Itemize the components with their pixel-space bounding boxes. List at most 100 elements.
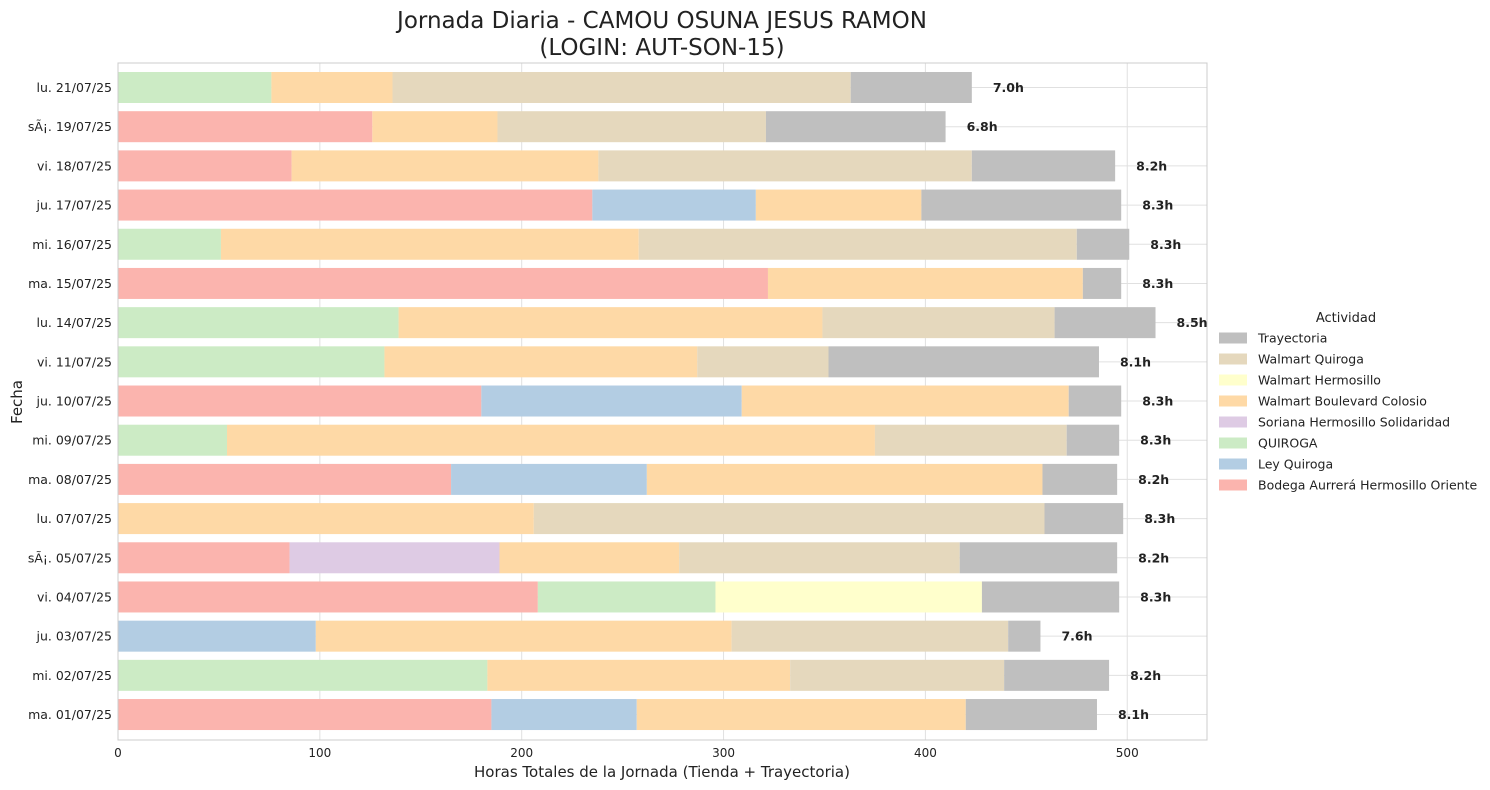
bar-segment [118,267,768,299]
x-tick-label: 500 [1116,746,1139,760]
y-tick-label: vi. 18/07/25 [37,158,112,173]
bar-segment [965,699,1097,731]
bar-segment [1066,424,1120,456]
bar-segment [1004,659,1110,691]
y-tick-label: lu. 21/07/25 [37,80,112,95]
plot-frame [117,62,1208,741]
legend-swatch [1219,374,1247,386]
y-tick-label: sÃ¡. 19/07/25 [28,119,112,134]
legend-swatch [1219,458,1247,470]
total-label: 8.2h [1136,158,1167,173]
y-axis-label: Fecha [8,380,26,424]
bar-segment [1054,307,1156,339]
bar-segment [226,424,875,456]
bars-group [118,72,1156,731]
y-tick-labels: lu. 21/07/25 sÃ¡. 19/07/25 vi. 18/07/25 ju.… [28,80,112,722]
x-tick-labels: 0 100 200 300 400 500 [114,746,1139,760]
bar-segment [118,189,593,221]
bar-segment [118,228,221,260]
bar-segment [271,72,393,103]
total-label: 8.3h [1140,433,1171,448]
bar-segment [1076,228,1130,260]
y-tick-label: lu. 14/07/25 [37,315,112,330]
legend-swatch [1219,395,1247,407]
bar-segment [1082,267,1122,299]
x-tick-label: 200 [510,746,533,760]
bar-segment [289,542,500,574]
legend-swatch [1219,416,1247,428]
bar-segment [981,581,1120,613]
bar-segment [1042,463,1118,495]
bar-segment [398,307,823,339]
y-tick-label: ju. 03/07/25 [36,629,112,644]
y-tick-label: ma. 01/07/25 [28,707,112,722]
bar-segment [118,72,272,103]
total-label: 8.5h [1177,315,1208,330]
bar-segment [715,581,982,613]
legend-swatch [1219,479,1247,491]
chart-subtitle: (LOGIN: AUT-SON-15) [539,35,784,61]
y-tick-label: mi. 16/07/25 [32,237,112,252]
total-label: 8.3h [1142,394,1173,409]
legend-label: Bodega Aurrerá Hermosillo Oriente [1258,478,1477,493]
total-label: 7.0h [993,80,1024,95]
bar-segment [1008,620,1041,652]
legend-label: Soriana Hermosillo Solidaridad [1258,415,1450,430]
bar-segment [638,228,1077,260]
bar-segment [451,463,647,495]
bar-segment [118,424,227,456]
y-tick-label: vi. 04/07/25 [37,589,112,604]
total-label: 6.8h [967,119,998,134]
bar-segment [767,267,1083,299]
bar-segment [828,346,1099,378]
legend-swatch [1219,353,1247,365]
bar-segment [537,581,716,613]
bar-segment [1068,385,1122,417]
total-labels: 7.0h 6.8h 8.2h 8.3h 8.3h 8.3h 8.5h 8.1h 8.3h 8.3h… [967,80,1208,722]
bar-segment [1044,503,1124,535]
bar-segment [598,150,972,182]
legend-label: Walmart Boulevard Colosio [1258,394,1427,409]
y-tick-label: vi. 11/07/25 [37,354,112,369]
bar-segment [118,111,373,143]
total-label: 7.6h [1061,629,1092,644]
bar-segment [874,424,1067,456]
y-tick-label: ma. 08/07/25 [28,472,112,487]
y-tick-label: ju. 10/07/25 [36,394,112,409]
bar-segment [697,346,829,378]
bar-segment [118,581,538,613]
legend-label: Ley Quiroga [1258,457,1333,472]
bar-segment [636,699,966,731]
bar-segment [118,503,534,535]
x-tick-label: 400 [914,746,937,760]
bar-segment [679,542,960,574]
y-tick-label: sÃ¡. 05/07/25 [28,550,112,565]
bar-segment [118,385,482,417]
legend-swatch [1219,437,1247,449]
bar-segment [118,542,290,574]
total-label: 8.3h [1142,198,1173,213]
legend-title: Actividad [1316,311,1376,326]
total-label: 8.1h [1118,707,1149,722]
bar-segment [118,659,488,691]
total-label: 8.1h [1120,354,1151,369]
bar-segment [646,463,1043,495]
bar-segment [499,542,680,574]
bar-segment [487,659,791,691]
legend: Actividad Trayectoria Walmart Quiroga Walm… [1219,311,1477,493]
bar-segment [850,72,972,103]
bar-segment [118,620,316,652]
bar-segment [533,503,1045,535]
x-tick-label: 100 [308,746,331,760]
bar-segment [959,542,1118,574]
bar-segment [118,463,452,495]
bar-segment [315,620,732,652]
y-tick-label: lu. 07/07/25 [37,511,112,526]
total-label: 8.3h [1150,237,1181,252]
x-axis-label: Horas Totales de la Jornada (Tienda + Tr… [474,763,850,781]
x-tick-label: 0 [114,746,122,760]
y-tick-label: mi. 02/07/25 [32,668,112,683]
total-label: 8.3h [1140,589,1171,604]
legend-label: Trayectoria [1257,331,1327,346]
bar-segment [765,111,946,143]
